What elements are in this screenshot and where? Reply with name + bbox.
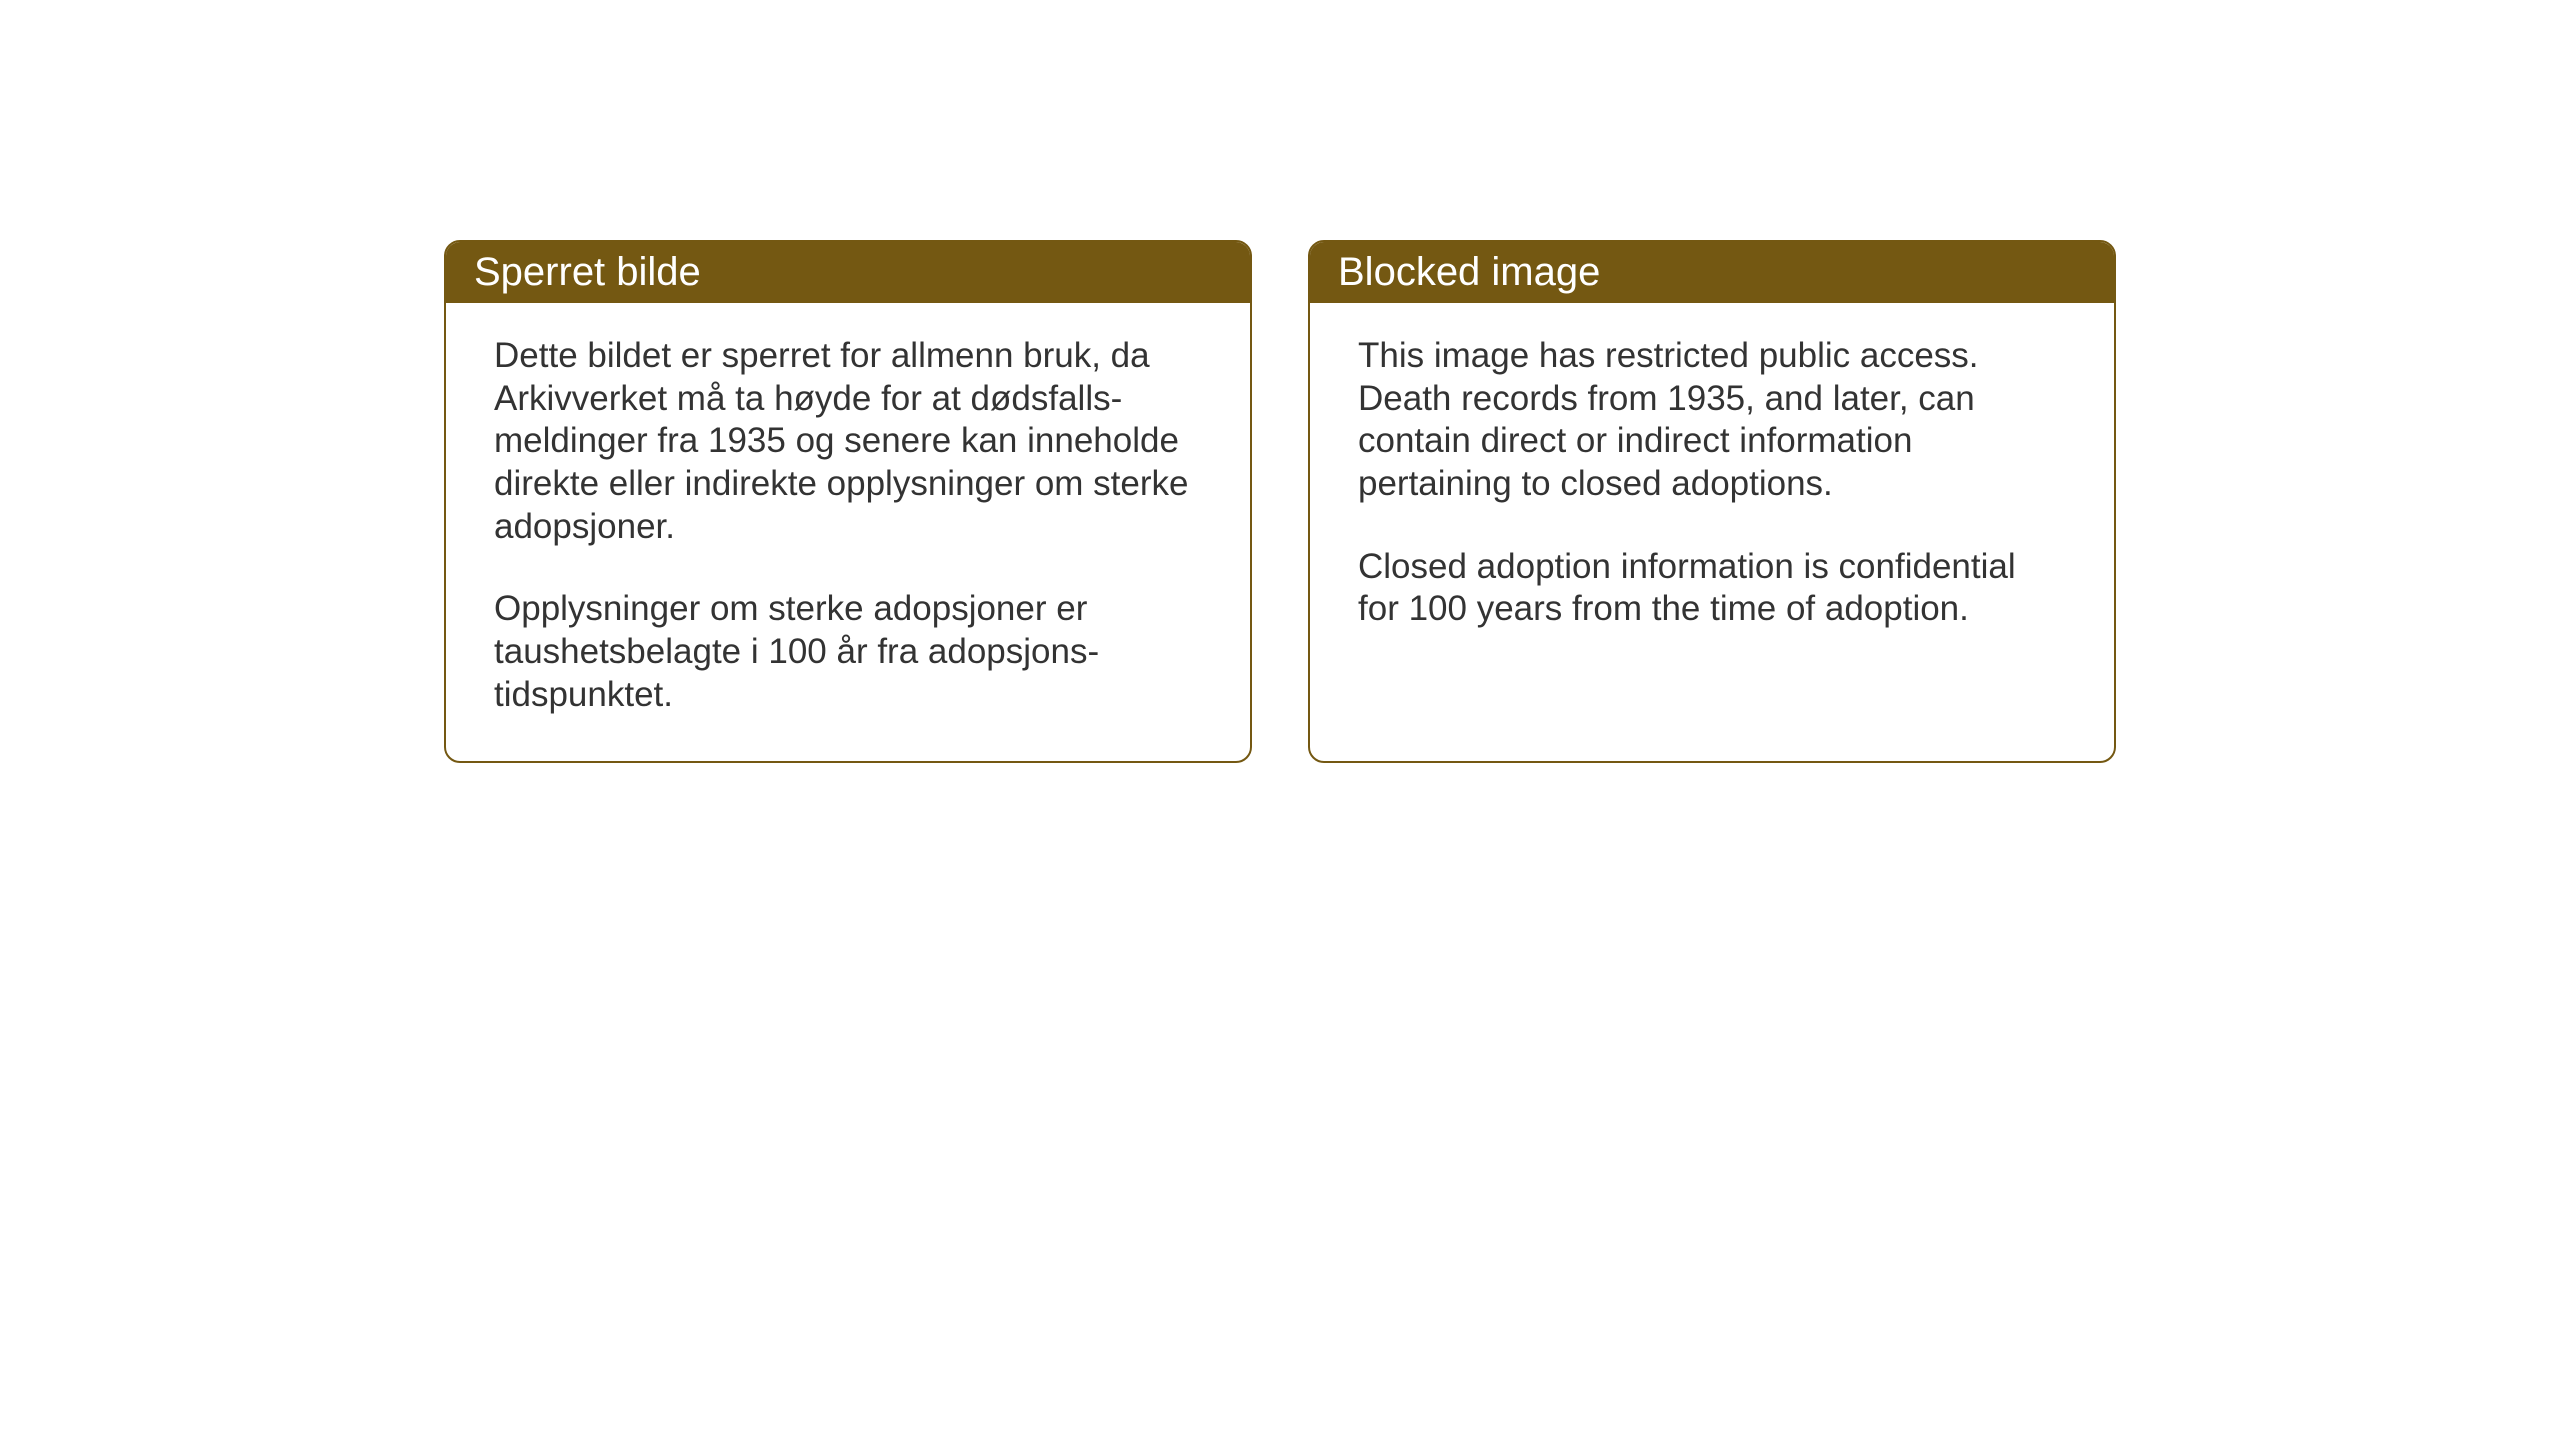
notice-paragraph-1-english: This image has restricted public access.… (1358, 335, 2066, 506)
notice-body-english: This image has restricted public access.… (1310, 303, 2114, 675)
notice-paragraph-2-english: Closed adoption information is confident… (1358, 546, 2066, 631)
notice-header-norwegian: Sperret bilde (446, 242, 1250, 303)
notice-container: Sperret bilde Dette bildet er sperret fo… (444, 240, 2116, 763)
notice-title-norwegian: Sperret bilde (474, 250, 701, 294)
notice-card-english: Blocked image This image has restricted … (1308, 240, 2116, 763)
notice-header-english: Blocked image (1310, 242, 2114, 303)
notice-paragraph-1-norwegian: Dette bildet er sperret for allmenn bruk… (494, 335, 1202, 548)
notice-body-norwegian: Dette bildet er sperret for allmenn bruk… (446, 303, 1250, 761)
notice-card-norwegian: Sperret bilde Dette bildet er sperret fo… (444, 240, 1252, 763)
notice-title-english: Blocked image (1338, 250, 1600, 294)
notice-paragraph-2-norwegian: Opplysninger om sterke adopsjoner er tau… (494, 588, 1202, 716)
